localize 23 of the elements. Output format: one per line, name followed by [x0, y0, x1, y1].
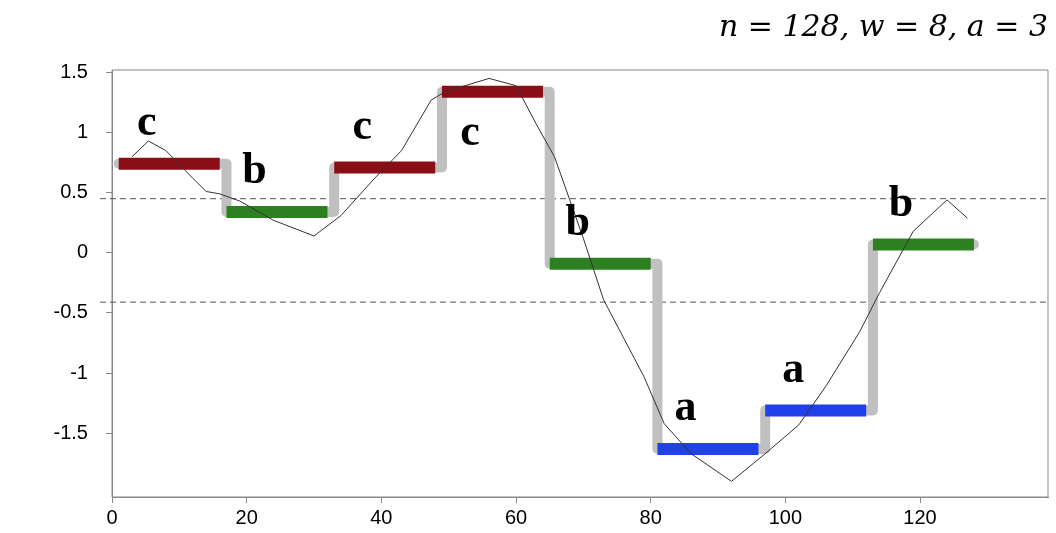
x-tick-label: 120 — [903, 505, 937, 528]
x-tick-label: 20 — [235, 505, 258, 528]
annotation: c — [136, 96, 157, 146]
y-tick-label: -1.5 — [53, 420, 88, 443]
x-tick-label: 100 — [768, 505, 803, 528]
annotation: b — [242, 144, 267, 194]
y-tick-label: -0.5 — [53, 300, 88, 323]
y-tick-label: 0.5 — [60, 180, 88, 203]
y-tick-label: -1 — [70, 360, 88, 383]
x-tick-label: 40 — [370, 505, 393, 528]
chart-subtitle: n = 128, w = 8, a = 3 — [718, 8, 1048, 43]
x-tick-label: 60 — [504, 505, 528, 528]
annotation: b — [888, 176, 914, 226]
annotation: a — [782, 342, 805, 392]
x-tick-label: 80 — [639, 505, 662, 528]
annotation: c — [460, 106, 480, 156]
x-tick-label: 0 — [106, 505, 118, 528]
annotation: a — [674, 381, 697, 431]
annotation: b — [565, 196, 590, 246]
y-tick-label: 1 — [76, 120, 88, 143]
annotation: c — [352, 99, 372, 149]
y-tick-label: 1.5 — [60, 59, 88, 82]
y-tick-label: 0 — [76, 240, 88, 263]
